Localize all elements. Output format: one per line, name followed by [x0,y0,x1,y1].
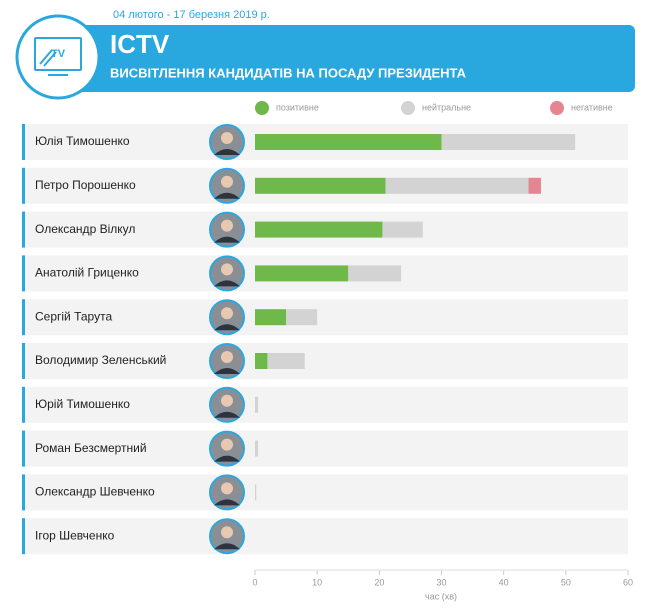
avatar-head [221,351,233,363]
avatar-head [221,307,233,320]
bar-segment [255,353,268,369]
legend-label: нейтральне [422,102,471,112]
x-tick-label: 10 [312,577,322,587]
row-background [22,299,628,336]
date: 04 лютого - 17 березня 2019 р. [113,9,270,21]
avatar-head [221,175,233,188]
category-label: Володимир Зеленський [35,353,166,367]
category-label: Роман Безсмертний [35,441,147,455]
row-marker [22,299,25,336]
row-marker [22,167,25,204]
x-tick-label: 40 [499,577,509,587]
chart-subtitle: ВИСВІТЛЕННЯ КАНДИДАТІВ НА ПОСАДУ ПРЕЗИДЕ… [110,65,467,80]
category-label: Юлія Тимошенко [35,134,130,148]
legend-label: негативне [571,102,613,112]
row-marker [22,386,25,423]
row-background [22,474,628,511]
category-label: Юрій Тимошенко [35,397,130,411]
bar-segment [382,221,423,238]
avatar-body [214,368,240,374]
avatar-head [221,526,233,539]
row-marker [22,474,25,511]
bar-segment [385,177,529,194]
avatar-body [214,499,240,506]
category-label: Петро Порошенко [35,178,136,192]
avatar-body [214,324,240,331]
row-background [22,343,628,379]
category-label: Олександр Вілкул [35,222,135,236]
avatar-head [221,482,233,495]
bar-segment [255,177,386,194]
category-label: Олександр Шевченко [35,485,155,499]
avatar-body [214,149,240,155]
avatar-body [214,236,240,243]
tv-label: TV [51,48,66,60]
bar-segment [441,134,576,150]
tv-icon [34,37,82,76]
bar-segment [528,177,541,194]
row-marker [22,343,25,379]
row-marker [22,124,25,160]
x-tick-label: 20 [374,577,384,587]
avatar-body [214,455,240,462]
row-marker [22,518,25,555]
legend-swatch [550,101,564,115]
bar-segment [348,265,402,282]
bar-segment [255,309,287,326]
bar-segment [255,221,383,238]
row-background [22,518,628,555]
bar-segment [255,134,442,150]
row-marker [22,211,25,248]
avatar-head [221,219,233,232]
x-tick-label: 30 [436,577,446,587]
row-marker [22,430,25,467]
avatar-head [221,394,233,407]
legend-swatch [401,101,415,115]
logo [15,14,101,100]
avatar-head [221,132,233,144]
bar-segment [267,353,305,369]
avatar-head [221,263,233,276]
avatar-head [221,438,233,451]
bar-segment [255,484,257,501]
bar-segment [286,309,318,326]
bar-segment [255,396,259,413]
category-label: Ігор Шевченко [35,528,115,542]
chart-title: ICTV [110,29,170,59]
category-label: Сергій Тарута [35,309,112,323]
avatar-body [214,411,240,418]
avatar-body [214,543,240,550]
legend-label: позитивне [276,102,319,112]
category-label: Анатолій Гриценко [35,266,139,280]
x-tick-label: 50 [561,577,571,587]
x-tick-label: 0 [252,577,257,587]
avatar-body [214,280,240,287]
legend-swatch [255,101,269,115]
row-background [22,386,628,423]
header-banner [40,25,635,92]
x-axis-label: час (хв) [425,591,457,601]
bar-segment [255,440,259,457]
row-background [22,430,628,467]
avatar-body [214,192,240,199]
bar-segment [255,265,349,282]
row-marker [22,255,25,292]
x-tick-label: 60 [623,577,633,587]
